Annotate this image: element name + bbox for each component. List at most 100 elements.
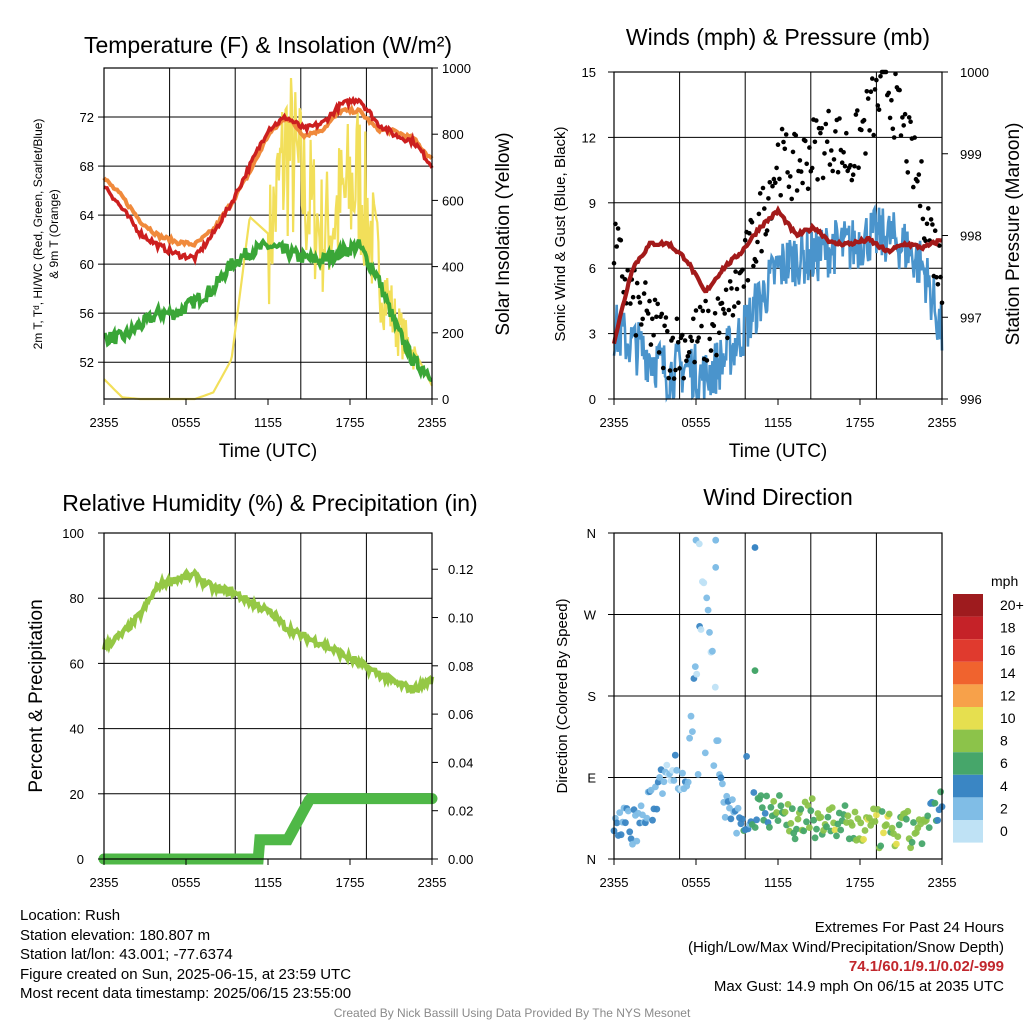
dewpoint-line (103, 237, 433, 382)
gust-point (645, 311, 651, 316)
direction-point (797, 805, 805, 813)
gust-point (674, 316, 680, 322)
gust-point (853, 112, 859, 117)
gust-point (618, 237, 624, 243)
gust-point (919, 159, 924, 164)
direction-point (712, 536, 720, 544)
direction-point (877, 842, 885, 850)
y-tick-label: 12 (582, 130, 596, 145)
direction-point (910, 819, 917, 826)
gust-point (867, 128, 872, 133)
gust-point (719, 300, 725, 306)
legend-label: 8 (1000, 733, 1008, 749)
gust-point (823, 121, 829, 127)
pressure-line (611, 205, 943, 345)
direction-point (695, 540, 703, 548)
rh-plot-frame (103, 532, 433, 860)
gust-point (628, 301, 633, 306)
gust-point (831, 157, 837, 162)
gust-point (844, 130, 849, 136)
gust-point (647, 298, 652, 304)
direction-point (700, 579, 708, 587)
gust-point (655, 301, 660, 307)
y-tick-label: 100 (62, 526, 84, 541)
gust-point (675, 340, 681, 345)
gust-point (915, 179, 920, 184)
gust-point (868, 89, 874, 94)
y2-tick-label: 600 (442, 193, 464, 208)
gust-point (656, 350, 662, 355)
direction-point (804, 802, 812, 809)
legend-label: 4 (1000, 778, 1008, 794)
rh-line (101, 567, 435, 694)
gust-point (654, 314, 659, 320)
x-tick-label: 1755 (846, 415, 875, 430)
direction-point (617, 831, 625, 839)
gust-point (747, 231, 752, 236)
gust-point (685, 354, 691, 359)
gust-point (848, 163, 853, 168)
y-tick-label: 15 (582, 65, 596, 80)
direction-point (727, 815, 735, 823)
direction-point (697, 626, 705, 633)
gust-point (777, 176, 782, 182)
precip-line (98, 793, 438, 865)
wind-y-axis-label: Sonic Wind & Gust (Blue, Black) (552, 126, 569, 341)
direction-point (659, 790, 666, 797)
gust-point (830, 168, 835, 174)
gust-point (650, 316, 655, 322)
gust-point (753, 259, 759, 264)
direction-point (770, 798, 778, 805)
gust-point (855, 108, 860, 113)
direction-point (694, 771, 702, 778)
gust-point (770, 183, 775, 189)
direction-point (763, 792, 770, 800)
extremes-values: 74.1/60.1/9.1/0.02/-999 (848, 958, 1004, 975)
gust-point (667, 368, 673, 373)
gust-point (781, 139, 786, 145)
direction-point (637, 802, 645, 810)
legend-swatch (953, 684, 983, 707)
direction-point (902, 815, 910, 823)
gust-point (809, 165, 815, 171)
direction-point (723, 792, 731, 800)
direction-point (837, 826, 845, 834)
direction-point (781, 808, 789, 816)
gust-point (814, 118, 819, 123)
direction-point (808, 795, 816, 802)
x-tick-label: 2355 (928, 415, 957, 430)
dir-chart-title: Wind Direction (703, 484, 853, 510)
gust-point (790, 149, 796, 155)
extremes-title: Extremes For Past 24 Hours (814, 919, 1004, 936)
gust-point (901, 123, 906, 128)
gust-point (826, 108, 831, 114)
gust-point (757, 191, 763, 196)
elevation-text: Station elevation: 180.807 m (20, 926, 211, 944)
gust-point (887, 115, 893, 121)
gust-point (774, 165, 779, 171)
gust-point (673, 367, 678, 373)
x-tick-label: 1755 (336, 875, 365, 890)
legend-label: 16 (1000, 642, 1016, 658)
gust-point (688, 334, 693, 340)
direction-point (828, 804, 836, 811)
gust-point (788, 174, 793, 179)
gust-point (926, 206, 931, 211)
gust-point (704, 358, 710, 363)
direction-point (888, 824, 896, 832)
direction-point (743, 753, 750, 760)
credit-text: Created By Nick Bassill Using Data Provi… (333, 1006, 691, 1020)
y2-tick-label: 0.12 (448, 562, 473, 577)
gust-point (725, 335, 730, 341)
direction-point (880, 829, 887, 837)
x-tick-label: 2355 (600, 875, 629, 890)
gust-point (897, 87, 902, 93)
gust-point (663, 315, 669, 320)
latlon-text: Station lat/lon: 43.001; -77.6374 (20, 946, 233, 963)
direction-point (704, 606, 712, 614)
gust-point (859, 127, 864, 133)
direction-point (627, 835, 635, 843)
gust-point (782, 146, 788, 152)
gust-point (916, 172, 922, 177)
y2-tick-label: 0.06 (448, 707, 473, 722)
